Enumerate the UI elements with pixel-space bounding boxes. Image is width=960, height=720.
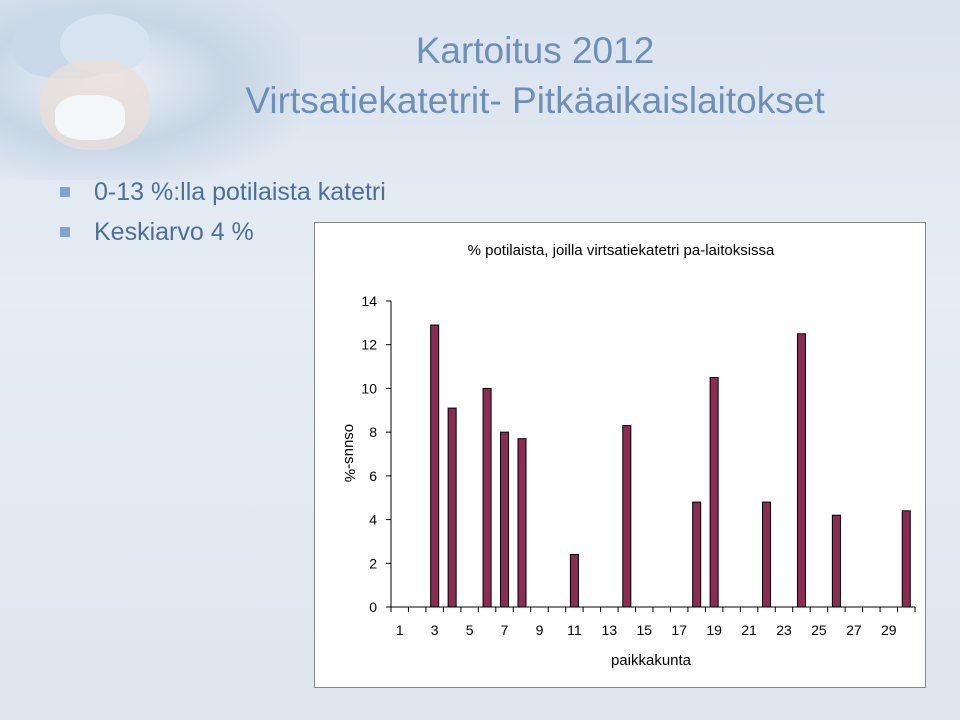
bar-14 [622, 425, 632, 608]
bar-8 [517, 438, 527, 608]
y-tick-label: 8 [369, 424, 377, 440]
x-tick-label: 23 [776, 622, 792, 638]
bar-22 [762, 501, 772, 608]
bar-24 [796, 333, 806, 608]
x-axis-label: paikkakunta [611, 652, 692, 669]
bullet-text: Keskiarvo 4 % [94, 217, 254, 246]
bar-30 [901, 510, 911, 608]
x-tick-label: 5 [466, 622, 474, 638]
y-tick-label: 14 [361, 293, 377, 309]
slide-title-line1: Kartoitus 2012 [415, 30, 655, 71]
x-tick-label: 13 [602, 622, 618, 638]
x-tick-label: 21 [741, 622, 757, 638]
bar-18 [692, 501, 702, 608]
x-tick-label: 1 [396, 622, 404, 638]
x-tick-label: 15 [636, 622, 652, 638]
bullet-square-icon [60, 227, 70, 237]
y-tick-label: 6 [369, 468, 377, 484]
x-tick-label: 7 [501, 622, 509, 638]
bullet-item: 0-13 %:lla potilaista katetri [60, 172, 386, 212]
x-tick-label: 17 [671, 622, 687, 638]
bar-3 [430, 324, 440, 608]
bar-chart: % potilaista, joilla virtsatiekatetri pa… [341, 242, 916, 669]
bullet-square-icon [60, 187, 70, 197]
x-tick-label: 25 [811, 622, 827, 638]
y-tick-label: 0 [369, 599, 377, 615]
bar-26 [831, 514, 841, 608]
chart-container: % potilaista, joilla virtsatiekatetri pa… [314, 222, 926, 688]
y-tick-label: 10 [361, 380, 377, 396]
bullet-text: 0-13 %:lla potilaista katetri [94, 177, 386, 206]
x-tick-label: 3 [431, 622, 439, 638]
y-tick-label: 12 [361, 337, 377, 353]
bullet-item: Keskiarvo 4 % [60, 212, 386, 252]
x-tick-label: 11 [567, 622, 582, 638]
y-axis-label: osuus-% [341, 424, 358, 482]
bar-6 [482, 387, 492, 608]
x-tick-label: 9 [536, 622, 544, 638]
slide-title: Kartoitus 2012 Virtsatiekatetrit- Pitkäa… [185, 26, 885, 126]
x-tick-label: 29 [881, 622, 897, 638]
slide-title-line2: Virtsatiekatetrit- Pitkäaikaislaitokset [245, 80, 825, 121]
bar-11 [569, 554, 579, 608]
y-tick-label: 4 [369, 512, 377, 528]
bar-19 [709, 377, 719, 608]
x-tick-label: 19 [706, 622, 722, 638]
y-tick-label: 2 [369, 555, 377, 571]
face-mask-shape [55, 95, 125, 140]
bullet-list: 0-13 %:lla potilaista katetri Keskiarvo … [60, 172, 386, 252]
bar-7 [500, 431, 510, 608]
chart-title: % potilaista, joilla virtsatiekatetri pa… [468, 242, 775, 259]
surgeon-photo [0, 0, 300, 180]
x-tick-label: 27 [846, 622, 862, 638]
bar-4 [447, 407, 457, 608]
